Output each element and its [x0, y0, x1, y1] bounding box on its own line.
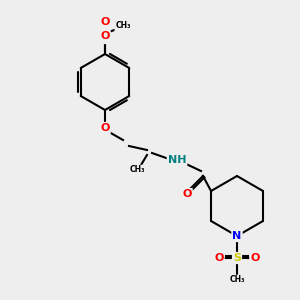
Text: O: O — [100, 123, 110, 133]
Text: CH₃: CH₃ — [229, 275, 245, 284]
Text: S: S — [233, 253, 241, 263]
Text: CH₃: CH₃ — [115, 22, 131, 31]
Text: O: O — [100, 31, 110, 41]
Text: O: O — [250, 253, 260, 263]
Text: CH₃: CH₃ — [129, 166, 145, 175]
Text: O: O — [182, 189, 192, 199]
Text: N: N — [232, 231, 242, 241]
Text: O: O — [100, 33, 110, 43]
Text: NH: NH — [168, 155, 186, 165]
Text: O: O — [100, 17, 110, 27]
Text: O: O — [214, 253, 224, 263]
